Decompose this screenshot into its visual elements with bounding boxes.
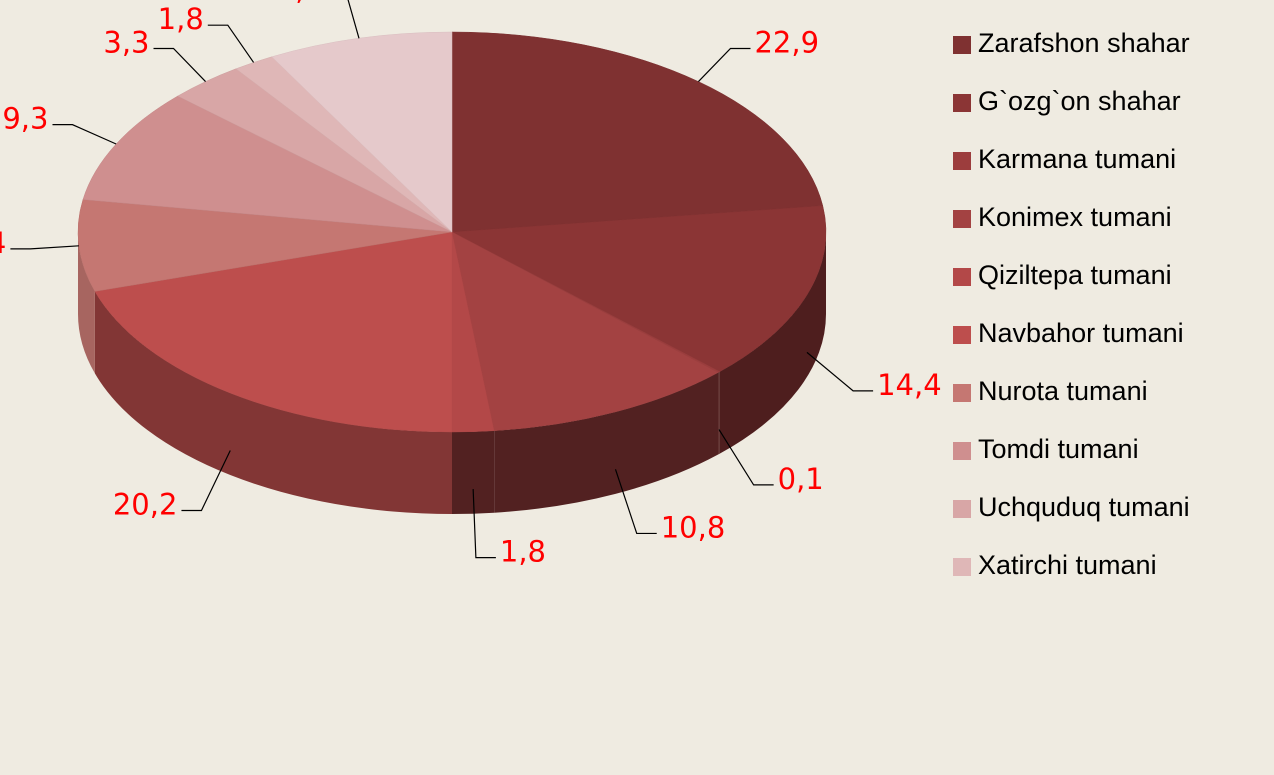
legend-swatch	[953, 152, 971, 170]
legend-label: Qiziltepa tumani	[978, 260, 1172, 290]
slice	[451, 205, 827, 372]
legend-label: Nurota tumani	[978, 376, 1148, 406]
slice	[77, 199, 453, 292]
legend-swatch	[953, 500, 971, 518]
leader-line	[347, 0, 360, 39]
legend-label: Karmana tumani	[978, 144, 1176, 174]
slice	[94, 231, 453, 433]
leader-line	[181, 450, 231, 512]
legend-label: Navbahor tumani	[978, 318, 1184, 348]
slice	[451, 31, 824, 233]
leader-line	[153, 47, 206, 82]
slice-side	[78, 232, 95, 374]
legend-label: Zarafshon shahar	[978, 28, 1190, 58]
legend-swatch	[953, 94, 971, 112]
legend-label: Xatirchi tumani	[978, 550, 1157, 580]
leader-line	[207, 24, 255, 63]
data-label: 7,4	[0, 226, 6, 260]
leader-line	[10, 245, 79, 250]
data-label: 9,3	[2, 102, 48, 136]
leader-line	[614, 469, 657, 535]
data-label: 3,3	[103, 25, 149, 59]
leader-line	[52, 124, 117, 145]
data-label: 1,8	[500, 535, 546, 569]
data-label: 14,4	[877, 368, 942, 402]
slice-side	[718, 371, 720, 455]
leader-line	[698, 47, 751, 82]
legend-swatch	[953, 326, 971, 344]
data-label: 10,8	[661, 510, 726, 544]
leader-line	[472, 489, 496, 559]
slice-side	[452, 430, 495, 515]
legend-swatch	[953, 384, 971, 402]
data-label: 1,8	[158, 2, 204, 36]
slice-side	[719, 232, 826, 454]
legend-label: G`ozg`on shahar	[978, 86, 1181, 116]
leader-line	[718, 429, 774, 486]
slice-side	[494, 372, 719, 513]
legend-label: Konimex tumani	[978, 202, 1172, 232]
data-label: 8,0	[277, 0, 323, 7]
legend-swatch	[953, 558, 971, 576]
legend-swatch	[953, 268, 971, 286]
legend-label: Uchquduq tumani	[978, 492, 1190, 522]
legend-label: Tomdi tumani	[978, 434, 1139, 464]
slice	[451, 231, 719, 431]
slice-side	[94, 291, 452, 514]
legend-swatch	[953, 36, 971, 54]
leader-line	[806, 351, 874, 392]
legend-swatch	[953, 442, 971, 460]
legend-swatch	[953, 210, 971, 228]
data-label: 22,9	[754, 25, 819, 59]
data-label: 20,2	[113, 487, 178, 521]
data-label: 0,1	[778, 462, 824, 496]
